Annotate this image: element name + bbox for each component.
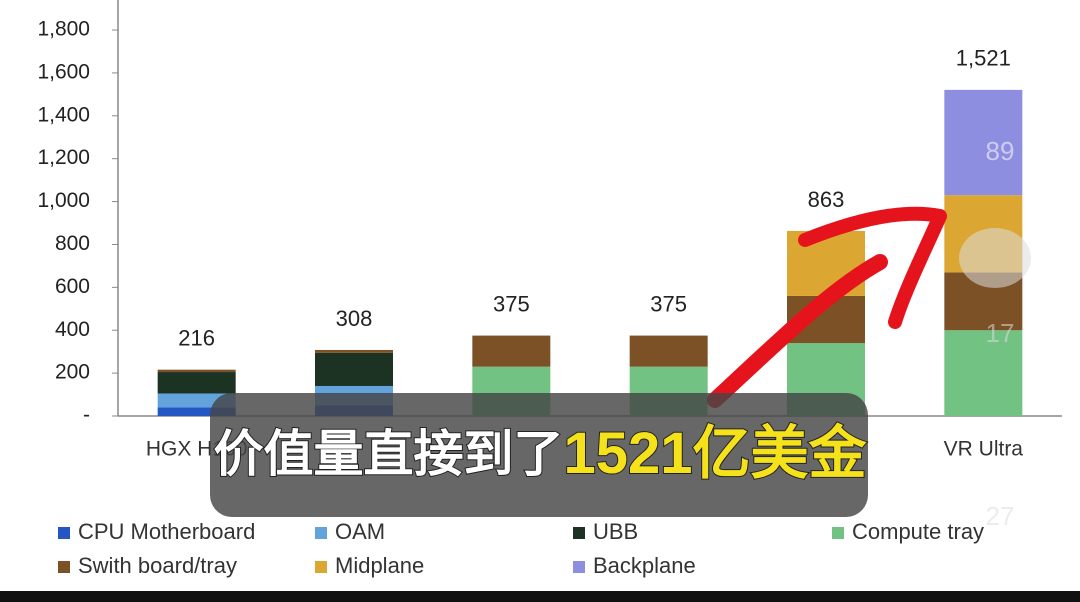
x-tick-label: VR Ultra: [944, 438, 1024, 461]
total-label: 863: [808, 187, 845, 212]
y-tick-label: 1,600: [37, 60, 90, 83]
legend-swatch: [832, 527, 844, 539]
total-label: 216: [178, 325, 215, 350]
total-label: 1,521: [956, 46, 1011, 71]
side-ui: 89 17 27: [959, 136, 1031, 531]
y-tick-label: 200: [55, 361, 90, 384]
bar-segment: [315, 352, 393, 386]
comment-icon: [959, 228, 1031, 288]
subtitle-yellow: 1521亿美金: [563, 421, 867, 486]
total-label: 375: [493, 291, 530, 316]
side-count: 89: [986, 136, 1015, 166]
y-tick-label: 1,200: [37, 146, 90, 169]
legend-label: Backplane: [593, 553, 696, 578]
legend-swatch: [58, 527, 70, 539]
red-arrow-head: [798, 206, 947, 329]
total-label: 375: [650, 291, 687, 316]
legend-label: Swith board/tray: [78, 553, 237, 578]
bar-segment: [944, 89, 1023, 196]
legend-swatch: [315, 527, 327, 539]
y-tick-label: 400: [55, 318, 90, 341]
y-tick-label: 800: [55, 232, 90, 255]
legend-swatch: [315, 561, 327, 573]
y-tick-label: 600: [55, 275, 90, 298]
y-tick-label: 1,000: [37, 189, 90, 212]
legend-label: UBB: [593, 519, 638, 544]
subtitle: 价值量直接到了1521亿美金: [213, 421, 867, 486]
legend-swatch: [58, 561, 70, 573]
side-count: 27: [986, 501, 1015, 531]
video-bar: [0, 591, 1080, 602]
legend-swatch: [573, 561, 585, 573]
y-tick-label: 1,400: [37, 103, 90, 126]
subtitle-box: [210, 393, 868, 517]
bar-segment: [157, 372, 236, 394]
red-arrow: [707, 254, 888, 408]
legend-label: Midplane: [335, 553, 424, 578]
bar-segment: [472, 335, 551, 367]
bar-segment: [157, 407, 236, 416]
y-tick-label: -: [83, 404, 90, 427]
legend-label: Compute tray: [852, 519, 984, 544]
legend-label: CPU Motherboard: [78, 519, 255, 544]
bar-segment: [315, 349, 393, 353]
bar-segment: [157, 369, 236, 373]
subtitle-white: 价值量直接到了: [213, 426, 563, 482]
bar-segment: [944, 330, 1023, 416]
y-tick-label: 1,800: [37, 18, 90, 41]
legend-swatch: [573, 527, 585, 539]
total-label: 308: [336, 306, 373, 331]
bar-segment: [629, 335, 708, 367]
legend-label: OAM: [335, 519, 385, 544]
side-count: 17: [986, 318, 1015, 348]
